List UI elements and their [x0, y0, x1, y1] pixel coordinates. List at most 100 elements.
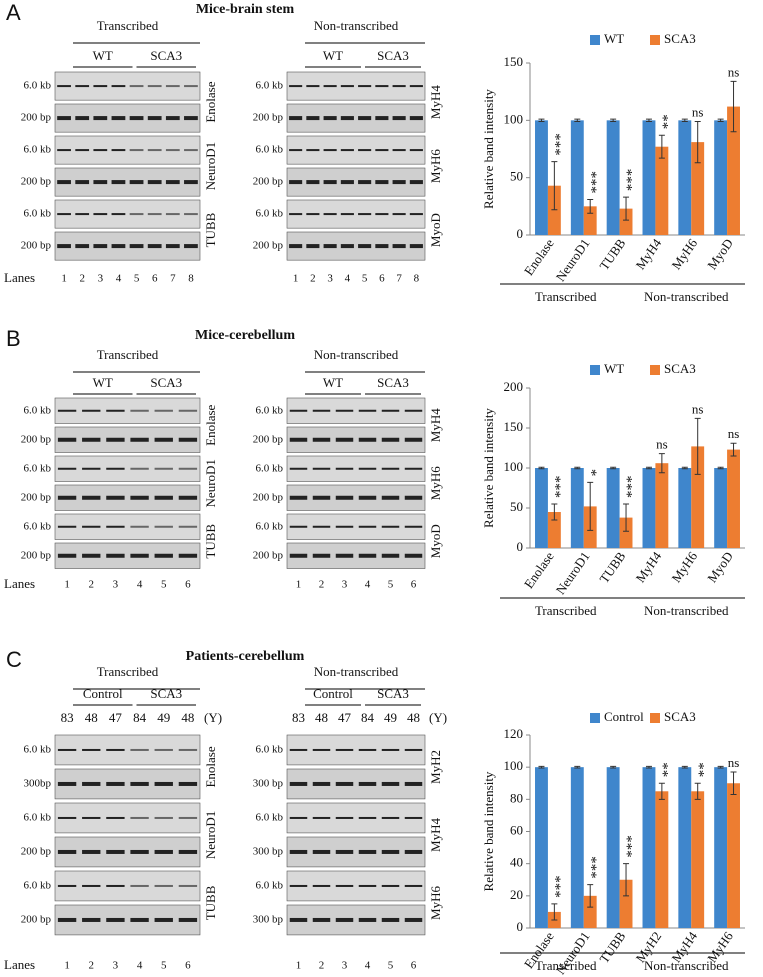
- gel-band: [106, 816, 125, 819]
- gel-band: [147, 213, 162, 216]
- bar: [727, 449, 740, 548]
- gel-band: [358, 116, 372, 121]
- marker-label: 200 bp: [21, 433, 52, 445]
- gel-band: [178, 467, 198, 470]
- age-label: 47: [338, 710, 352, 725]
- gel-band: [154, 849, 173, 854]
- legend-swatch: [590, 365, 600, 375]
- age-label: 49: [157, 710, 170, 725]
- error-bar: [645, 466, 652, 470]
- gel-band: [312, 467, 331, 470]
- marker-label: 200 bp: [21, 240, 52, 252]
- gel-band: [82, 748, 101, 751]
- gel-band: [335, 467, 354, 470]
- lane-number: 4: [137, 960, 143, 972]
- gel-band: [312, 816, 331, 819]
- gel-band: [375, 244, 389, 249]
- gel-band: [147, 116, 162, 121]
- gel-band: [358, 149, 372, 152]
- gel-band: [289, 467, 308, 470]
- gel-band: [358, 244, 372, 249]
- age-label: 47: [109, 710, 123, 725]
- gel-band: [178, 748, 198, 751]
- y-tick-label: 50: [510, 169, 523, 184]
- y-tick-label: 60: [510, 822, 523, 837]
- gel-strip: [54, 455, 201, 482]
- gel-header: Non-transcribed: [314, 18, 399, 33]
- gel-band: [82, 849, 101, 854]
- gel-band: [130, 917, 149, 922]
- gel-band: [82, 553, 101, 558]
- gel-band: [335, 849, 354, 854]
- legend-label: WT: [604, 31, 624, 46]
- error-bar: [587, 884, 594, 908]
- lane-number: 1: [296, 960, 302, 972]
- gel-band: [106, 467, 125, 470]
- error-bar: [610, 466, 617, 470]
- marker-label: 6.0 kb: [24, 208, 52, 220]
- gel-band: [57, 244, 71, 249]
- error-bar: [694, 782, 701, 800]
- gel-band: [178, 437, 198, 442]
- x-tick-label: MyH6: [668, 548, 700, 585]
- gel-band: [335, 884, 354, 887]
- gel-band: [404, 553, 423, 558]
- gel-band: [130, 525, 149, 528]
- gel-band: [335, 495, 354, 500]
- lane-number: 4: [345, 273, 351, 285]
- gel-band: [82, 467, 101, 470]
- lane-number: 8: [188, 273, 194, 285]
- bar: [535, 468, 548, 548]
- legend-label: SCA3: [664, 709, 696, 724]
- gel-band: [381, 884, 400, 887]
- gel-band: [335, 437, 354, 442]
- panel-title: Patients-cerebellum: [186, 649, 305, 664]
- gel-band: [404, 816, 423, 819]
- gel-band: [75, 244, 90, 249]
- gel-band: [289, 781, 308, 786]
- lane-number: 5: [161, 579, 167, 591]
- error-bar: [730, 80, 737, 133]
- gel-band: [75, 116, 90, 121]
- gel-band: [57, 748, 77, 751]
- gel-band: [154, 525, 173, 528]
- marker-label: 300bp: [24, 777, 52, 789]
- lane-number: 3: [327, 273, 333, 285]
- gene-label: MyoD: [428, 213, 443, 247]
- significance: ns: [692, 104, 704, 119]
- group-label: Control: [83, 686, 123, 701]
- gel-strip: [286, 870, 426, 902]
- bar: [642, 120, 656, 235]
- group-label: SCA3: [377, 48, 409, 63]
- gene-label: Enolase: [203, 81, 218, 122]
- bar: [655, 791, 669, 928]
- lane-number: 5: [388, 579, 394, 591]
- gel-band: [358, 917, 377, 922]
- gel-strip: [54, 484, 201, 511]
- gel-band: [130, 816, 149, 819]
- lane-number: 1: [64, 579, 70, 591]
- gel-strip: [286, 802, 426, 834]
- significance: ns: [728, 64, 740, 79]
- gel-strip: [286, 904, 426, 936]
- gel-band: [409, 149, 423, 152]
- gene-label: NeuroD1: [203, 459, 218, 507]
- gel-band: [306, 149, 320, 152]
- lane-number: 5: [134, 273, 140, 285]
- lane-number: 3: [113, 960, 119, 972]
- y-tick-label: 80: [510, 790, 523, 805]
- gel-band: [358, 849, 377, 854]
- gel-band: [340, 244, 354, 249]
- marker-label: 200 bp: [21, 176, 52, 188]
- gel-band: [154, 748, 173, 751]
- lane-number: 6: [411, 579, 417, 591]
- gel-band: [312, 409, 331, 412]
- y-tick-label: 0: [517, 919, 524, 934]
- marker-label: 200 bp: [253, 176, 284, 188]
- gene-label: MyH2: [428, 750, 443, 784]
- gel-band: [165, 180, 180, 185]
- marker-label: 6.0 kb: [256, 80, 284, 92]
- legend-swatch: [650, 713, 660, 723]
- bar: [678, 120, 692, 235]
- bar: [678, 468, 692, 548]
